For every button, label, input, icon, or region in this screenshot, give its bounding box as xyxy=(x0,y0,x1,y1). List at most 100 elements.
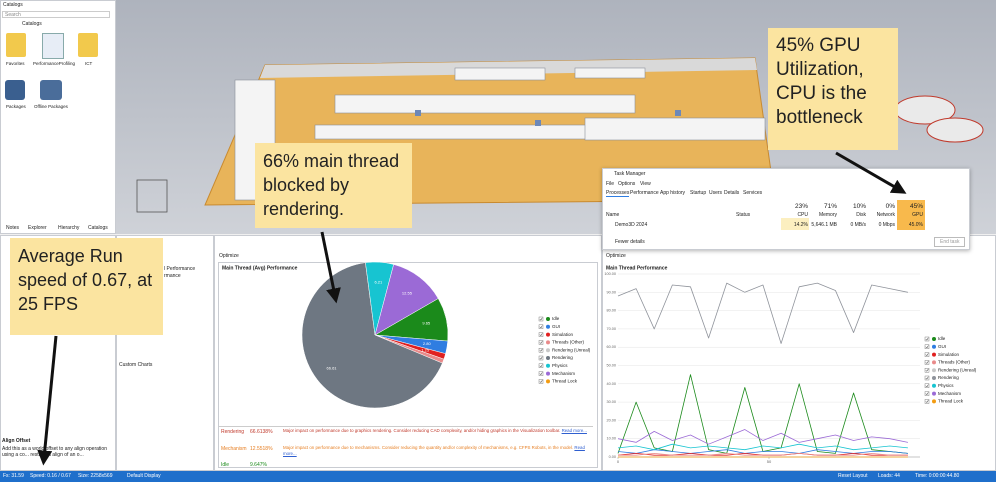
column-header[interactable]: GPU xyxy=(912,212,923,218)
y-tick-label: 30.00 xyxy=(606,400,616,404)
legend-checkbox xyxy=(538,355,544,361)
legend-swatch xyxy=(932,383,936,388)
y-tick-label: 40.00 xyxy=(606,382,616,386)
status-item: Loads: 44 xyxy=(878,473,900,479)
column-header[interactable]: Disk xyxy=(856,212,866,218)
legend-swatch xyxy=(932,399,936,404)
legend-swatch xyxy=(932,391,936,396)
menu-item[interactable]: View xyxy=(640,181,651,187)
legend-check xyxy=(539,333,543,337)
column-header[interactable]: Memory xyxy=(818,212,837,218)
series-line xyxy=(617,282,908,344)
legend-checkbox xyxy=(924,383,930,388)
legend-label: Threads (Other) xyxy=(938,360,971,365)
chart-list-item[interactable]: l Performance xyxy=(164,266,196,272)
process-name[interactable]: Demo3D 2024 xyxy=(615,222,648,228)
file-icon[interactable] xyxy=(42,33,64,59)
y-tick-label: 60.00 xyxy=(606,345,616,349)
table-cell: Idle xyxy=(221,462,230,468)
legend-check xyxy=(925,361,929,365)
column-header[interactable]: Network xyxy=(876,212,895,218)
align-offset-title: Align Offset xyxy=(2,438,31,444)
tab[interactable]: Hierarchy xyxy=(58,225,80,231)
tab[interactable]: Users xyxy=(709,190,723,196)
tab[interactable]: App history xyxy=(660,190,686,196)
breadcrumb[interactable]: Catalogs xyxy=(22,21,42,27)
legend-checkbox xyxy=(924,368,930,373)
legend-checkbox xyxy=(538,379,544,384)
tab[interactable]: Startup xyxy=(690,190,707,196)
status-item[interactable]: Default Display xyxy=(127,473,161,479)
catalog-item[interactable]: Favorites xyxy=(6,61,25,66)
legend-label: Simulation xyxy=(938,352,960,357)
series-line xyxy=(617,449,908,454)
column-header[interactable]: Status xyxy=(736,212,751,218)
column-header[interactable]: Name xyxy=(606,212,620,218)
process-value: 0 MB/s xyxy=(850,222,866,228)
series-line xyxy=(617,429,908,445)
legend-label: Mechanism xyxy=(938,391,961,396)
legend-check xyxy=(539,317,543,321)
tab[interactable]: Explorer xyxy=(28,225,47,231)
legend-label: Idle xyxy=(552,316,560,321)
folder-icon[interactable] xyxy=(78,33,98,57)
package-icon[interactable] xyxy=(40,80,62,100)
catalog-item[interactable]: PerformanceProfiling xyxy=(33,61,76,66)
legend-swatch xyxy=(932,376,936,380)
arrow xyxy=(320,231,341,304)
legend-swatch xyxy=(546,324,550,329)
legend-check xyxy=(539,341,543,345)
legend-check xyxy=(925,376,929,380)
table-cell: 12.5518% xyxy=(250,446,273,452)
tab[interactable]: Notes xyxy=(6,225,20,231)
legend-label: Physics xyxy=(938,383,954,388)
catalog-item[interactable]: Offline Packages xyxy=(34,104,68,109)
legend-swatch xyxy=(546,371,550,376)
read-more-link[interactable]: Read more... xyxy=(283,445,585,456)
table-cell: Major impact on performance due to graph… xyxy=(283,428,588,434)
tab[interactable]: Optimize xyxy=(606,253,626,259)
status-bar xyxy=(0,471,996,482)
catalog-item[interactable]: ICT xyxy=(85,61,93,66)
legend-label: Simulation xyxy=(552,332,574,337)
y-tick-label: 0.00 xyxy=(609,455,616,459)
tab[interactable]: Processes xyxy=(606,190,630,197)
legend-check xyxy=(925,400,929,404)
end-task-button[interactable]: End task xyxy=(934,237,966,247)
tab[interactable]: Services xyxy=(743,190,763,196)
search-box[interactable]: Search xyxy=(2,11,110,18)
legend-label: Thread Lock xyxy=(552,379,578,384)
arrow xyxy=(835,151,907,194)
column-percent: 71% xyxy=(823,203,837,210)
slice-label: 9.65 xyxy=(422,321,431,326)
legend-label: Physics xyxy=(552,363,568,368)
series-line xyxy=(617,443,908,451)
package-icon[interactable] xyxy=(5,80,25,100)
menu-item[interactable]: Options xyxy=(618,181,636,187)
legend-checkbox xyxy=(924,336,930,342)
legend-check xyxy=(539,325,543,329)
tab[interactable]: Optimize xyxy=(219,253,239,259)
fewer-details[interactable]: Fewer details xyxy=(615,239,645,245)
menu-item[interactable]: File xyxy=(606,181,615,187)
process-value: 5,646.1 MB xyxy=(811,222,837,228)
table-cell: 66.6138% xyxy=(250,429,273,435)
status-item[interactable]: Reset Layout xyxy=(838,473,868,479)
catalog-item[interactable]: Packages xyxy=(6,104,26,109)
legend-check xyxy=(539,348,543,352)
tab[interactable]: Performance xyxy=(630,190,659,196)
legend-checkbox xyxy=(538,348,544,353)
tab[interactable]: Details xyxy=(724,190,740,196)
legend-label: Thread Lock xyxy=(938,399,964,404)
legend-checkbox xyxy=(924,399,930,404)
legend-check xyxy=(539,364,543,368)
tab[interactable]: Catalogs xyxy=(88,225,108,231)
callout: Average Run speed of 0.67, at 25 FPS xyxy=(10,238,163,335)
folder-icon[interactable] xyxy=(6,33,26,57)
read-more-link[interactable]: Read more... xyxy=(561,428,587,433)
column-header[interactable]: CPU xyxy=(797,212,808,218)
legend-swatch xyxy=(546,317,550,321)
chart-list-item[interactable]: rmance xyxy=(164,273,181,279)
chart-title: Main Thread (Avg) Performance xyxy=(222,265,298,271)
